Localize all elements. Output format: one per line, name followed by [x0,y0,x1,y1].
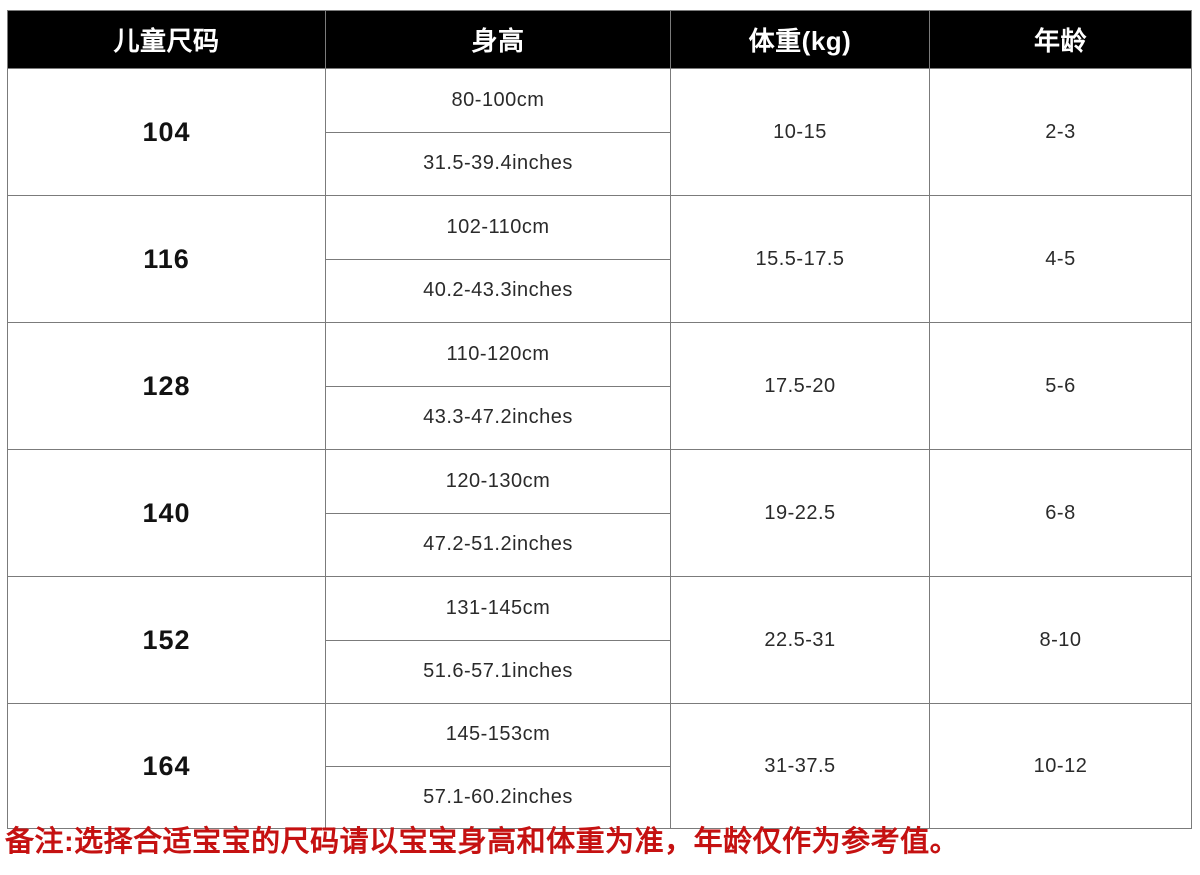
cell-height: 131-145cm 51.6-57.1inches [325,576,671,704]
cell-age: 5-6 [929,322,1192,450]
column-header-size: 儿童尺码 [7,10,326,69]
cell-height: 80-100cm 31.5-39.4inches [325,68,671,196]
table-row: 128 110-120cm 43.3-47.2inches 17.5-20 5-… [7,322,1192,450]
cell-height: 110-120cm 43.3-47.2inches [325,322,671,450]
cell-size: 128 [7,322,326,450]
height-cm: 131-145cm [326,577,670,641]
cell-size: 140 [7,449,326,577]
cell-height: 145-153cm 57.1-60.2inches [325,703,671,829]
height-stack: 131-145cm 51.6-57.1inches [326,577,670,703]
column-header-age: 年龄 [929,10,1192,69]
cell-weight: 10-15 [670,68,930,196]
height-stack: 120-130cm 47.2-51.2inches [326,450,670,576]
height-cm: 145-153cm [326,704,670,767]
cell-size: 116 [7,195,326,323]
cell-age: 4-5 [929,195,1192,323]
cell-weight: 19-22.5 [670,449,930,577]
height-stack: 110-120cm 43.3-47.2inches [326,323,670,449]
cell-weight: 22.5-31 [670,576,930,704]
cell-age: 6-8 [929,449,1192,577]
height-stack: 145-153cm 57.1-60.2inches [326,704,670,828]
height-inches: 40.2-43.3inches [423,279,573,302]
table-row: 152 131-145cm 51.6-57.1inches 22.5-31 8-… [7,576,1192,704]
height-inches: 57.1-60.2inches [423,785,573,808]
cell-size: 152 [7,576,326,704]
height-inches: 47.2-51.2inches [423,533,573,556]
height-cm: 120-130cm [326,450,670,514]
cell-weight: 15.5-17.5 [670,195,930,323]
table-header: 儿童尺码 身高 体重(kg) 年龄 [7,10,1192,69]
children-size-chart-table: 儿童尺码 身高 体重(kg) 年龄 104 80-100cm 31.5-39.4… [7,10,1192,829]
height-cm: 110-120cm [326,323,670,387]
height-stack: 102-110cm 40.2-43.3inches [326,196,670,322]
table-row: 140 120-130cm 47.2-51.2inches 19-22.5 6-… [7,449,1192,577]
cell-weight: 17.5-20 [670,322,930,450]
height-cm: 80-100cm [326,69,670,133]
cell-age: 2-3 [929,68,1192,196]
header-row: 儿童尺码 身高 体重(kg) 年龄 [7,10,1192,69]
table-row: 164 145-153cm 57.1-60.2inches 31-37.5 10… [7,703,1192,829]
cell-weight: 31-37.5 [670,703,930,829]
cell-height: 120-130cm 47.2-51.2inches [325,449,671,577]
column-header-height: 身高 [325,10,671,69]
cell-height: 102-110cm 40.2-43.3inches [325,195,671,323]
column-header-weight: 体重(kg) [670,10,930,69]
cell-age: 8-10 [929,576,1192,704]
height-stack: 80-100cm 31.5-39.4inches [326,69,670,195]
cell-age: 10-12 [929,703,1192,829]
footnote-note: 备注:选择合适宝宝的尺码请以宝宝身高和体重为准，年龄仅作为参考值。 [5,826,960,858]
cell-size: 164 [7,703,326,829]
height-inches: 43.3-47.2inches [423,406,573,429]
height-inches: 31.5-39.4inches [423,152,573,175]
cell-size: 104 [7,68,326,196]
table-row: 116 102-110cm 40.2-43.3inches 15.5-17.5 … [7,195,1192,323]
table-body: 104 80-100cm 31.5-39.4inches 10-15 2-3 1… [7,68,1192,829]
height-cm: 102-110cm [326,196,670,260]
table-row: 104 80-100cm 31.5-39.4inches 10-15 2-3 [7,68,1192,196]
height-inches: 51.6-57.1inches [423,660,573,683]
